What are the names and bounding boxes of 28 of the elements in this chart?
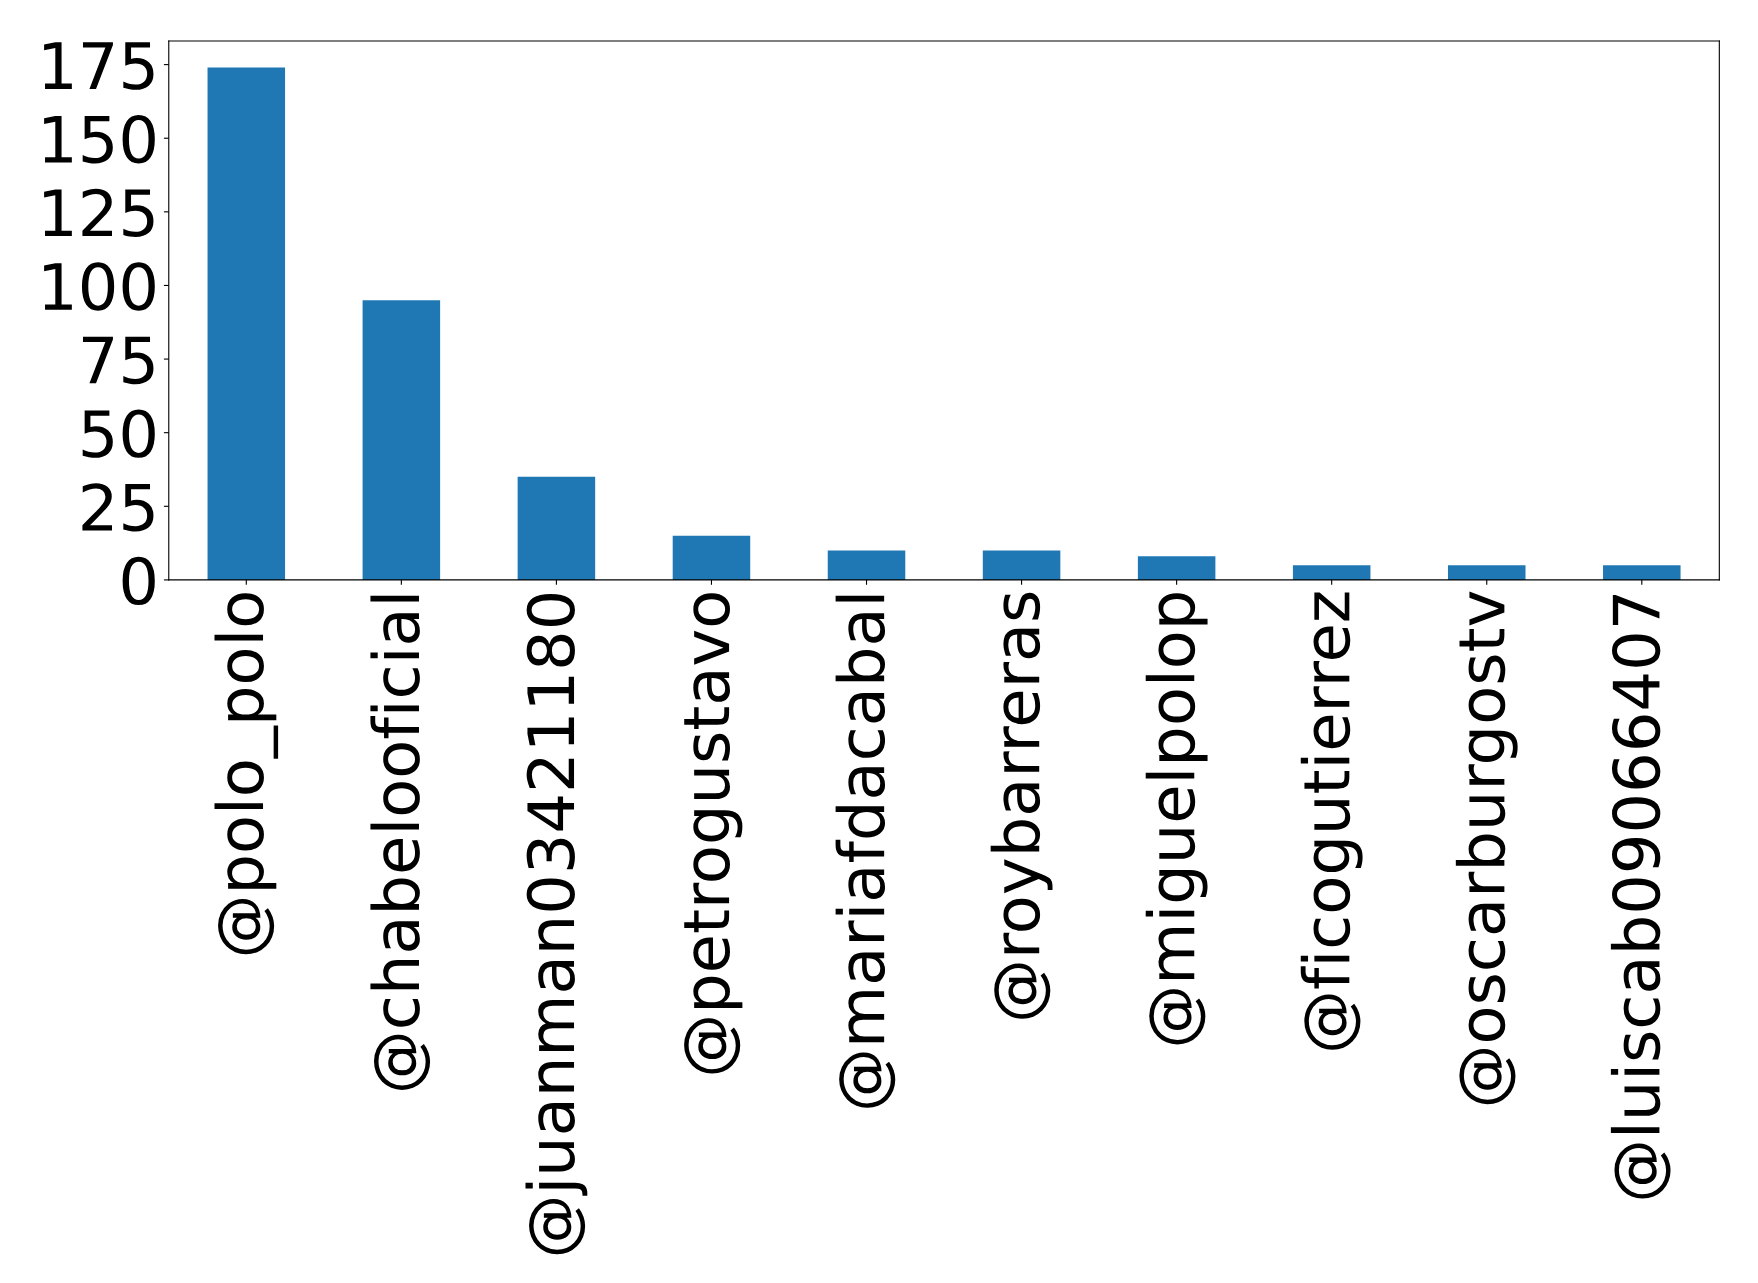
y-tick-label: 75: [82, 336, 154, 385]
bar: [827, 550, 906, 580]
bar: [1447, 565, 1526, 580]
bar: [672, 535, 751, 580]
x-tick-label: @mariafdacabal: [835, 595, 896, 1108]
y-tick-label: 25: [82, 483, 154, 532]
y-tick-label: 50: [82, 409, 155, 458]
bar: [362, 300, 441, 580]
bar: [1137, 556, 1216, 580]
bar: [207, 67, 286, 580]
y-tick-label: 150: [44, 115, 155, 164]
x-tick-label: @juanman03421180: [525, 593, 588, 1255]
x-tick-label: @oscarburgostv: [1455, 591, 1518, 1105]
x-tick-label: @petrogustavo: [684, 593, 743, 1074]
y-tick-label: 175: [44, 42, 154, 90]
bar: [1292, 565, 1371, 580]
x-tick-label: @polo_polo: [214, 593, 279, 955]
y-tick-label: 0: [122, 556, 155, 606]
bar: [1603, 565, 1681, 580]
bar: [982, 550, 1061, 580]
x-tick-label: @roybarreras: [990, 592, 1053, 1019]
x-tick-label: @chabelooficial: [370, 595, 431, 1090]
x-tick-label: @ficogutierrez: [1300, 592, 1363, 1050]
y-tick-label: 100: [44, 262, 155, 311]
bar: [517, 476, 596, 580]
y-tick-label: 125: [44, 188, 154, 238]
x-tick-label: @miguelpolop: [1145, 593, 1208, 1045]
x-tick-label: @luiscab09066407: [1610, 595, 1671, 1199]
